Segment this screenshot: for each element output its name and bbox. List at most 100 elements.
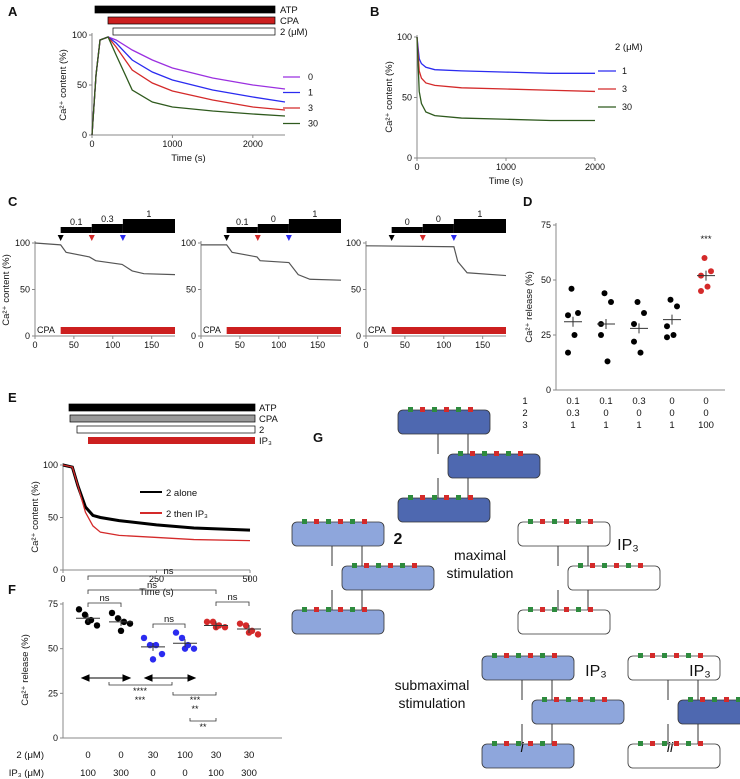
panel-d-point [664, 323, 670, 330]
panel-e-bar-3 [88, 437, 255, 444]
ip3-receptor-icon [698, 653, 703, 658]
panel-e-bar-label: CPA [259, 414, 278, 425]
panel-a-xtick-label: 0 [89, 139, 94, 149]
panel-f-bracket [172, 692, 217, 696]
ip3-receptor-icon [504, 741, 509, 746]
panel-d-point [601, 290, 608, 297]
double-arrow-icon [80, 674, 132, 682]
ip3-receptor-icon [352, 563, 357, 568]
ip3-receptor-icon [432, 495, 437, 500]
submaximal-ii-stalk [667, 680, 699, 744]
panel-f-bracket [87, 589, 217, 594]
panel-e-ylabel: Ca²⁺ content (%) [30, 481, 41, 553]
ip3-receptor-icon [326, 607, 331, 612]
panel-d-ytick-label: 0 [546, 385, 551, 395]
panel-a-legend-label: 30 [308, 119, 318, 129]
panel-f-bracket [87, 602, 122, 607]
panel-d-point [565, 312, 571, 319]
ip3-receptor-icon [388, 563, 393, 568]
panel-d-point [631, 338, 637, 345]
ip3-receptor-icon [326, 519, 331, 524]
ip3-receptor-icon [576, 607, 581, 612]
ip3-receptor-icon [602, 563, 607, 568]
panel-f-group-label: 100 [177, 750, 193, 761]
maximal-compound2-store-compartment [291, 609, 385, 635]
panel-a-bar-1 [107, 16, 276, 25]
panel-c3-trace [365, 245, 507, 277]
ip3-receptor-icon [576, 519, 581, 524]
ip3-receptor-icon [420, 407, 425, 412]
panel-f-group-label: 0 [150, 768, 155, 779]
panel-c3-ytick-label: 0 [356, 331, 361, 341]
panel-c3-step-label: 0 [436, 214, 441, 224]
panel-c2-xtick-label: 100 [271, 340, 286, 350]
panel-d-point [608, 299, 614, 305]
panel-d-point [664, 334, 670, 341]
ip3-receptor-icon [552, 741, 557, 746]
panel-e-trace-1 [62, 464, 251, 542]
panel-f-bracket [87, 575, 250, 580]
submaximal-i-stalk [521, 680, 553, 744]
panel-c3-ytick-label: 100 [346, 238, 361, 248]
arrowhead-icon [119, 235, 126, 241]
panel-f-group-label: 300 [113, 768, 129, 779]
panel-d-group-label: 0.1 [599, 396, 612, 407]
panel-d-group-label: 0.3 [632, 396, 645, 407]
ip3-receptor-icon [578, 697, 583, 702]
panel-f-ytick-label: 0 [53, 733, 58, 743]
panel-f-group-label: 100 [208, 768, 224, 779]
panel-c1-xtick-label: 150 [144, 340, 159, 350]
panel-c3-step-label: 1 [477, 209, 482, 219]
panel-d-group-label: 0 [669, 408, 674, 419]
panel-f-sig: *** [135, 695, 146, 705]
panel-d-point [670, 332, 677, 338]
arrowhead-icon [285, 235, 292, 241]
panel-f-point [114, 615, 122, 622]
submaximal-i-store-compartment [481, 743, 575, 769]
ip3-receptor-icon [364, 563, 369, 568]
panel-a-bar-label: CPA [280, 16, 299, 27]
arrowhead-icon [254, 235, 261, 241]
panel-d-point [604, 358, 611, 365]
panel-d-point [641, 310, 647, 316]
ip3-receptor-icon [350, 607, 355, 612]
double-arrow-icon [143, 674, 197, 682]
panel-f-point [178, 634, 186, 642]
panel-c2-xtick-label: 0 [198, 340, 203, 350]
maximal-ip3-stalk [437, 434, 469, 498]
panel-d-ytick-label: 75 [541, 220, 551, 230]
panel-c2-xtick-label: 150 [310, 340, 325, 350]
panel-b-xtick-label: 0 [414, 162, 419, 172]
panel-d-group-label: 100 [698, 420, 714, 431]
maximal-compound2-stalk [331, 546, 363, 610]
panel-f-sig: **** [133, 686, 148, 696]
ip3-receptor-icon [516, 653, 521, 658]
ip3-receptor-icon [456, 407, 461, 412]
panel-f-group-label: 100 [80, 768, 96, 779]
ip3-receptor-icon [302, 519, 307, 524]
panel-c1-xtick-label: 50 [69, 340, 79, 350]
panel-d-point [667, 296, 674, 303]
panel-f-sig: *** [190, 695, 201, 705]
panel-c2-step-bar [257, 224, 289, 233]
panel-f-ns: ns [99, 593, 109, 604]
panel-c3-ytick-label: 50 [351, 285, 361, 295]
panel-f-point [75, 606, 83, 613]
panel-d-point [571, 332, 578, 338]
panel-a-xtick-label: 2000 [243, 139, 263, 149]
panel-d-group-label: 0.3 [566, 408, 579, 419]
panel-e-bar-label: 2 [259, 425, 264, 436]
panel-c1-cpa-bar [60, 327, 175, 334]
panel-d-point [565, 349, 571, 356]
panel-a-bar-label: ATP [280, 5, 298, 16]
ip3-receptor-icon [700, 697, 705, 702]
ip3-receptor-icon [456, 495, 461, 500]
ip3-receptor-icon [540, 653, 545, 658]
panel-d-group-label: 1 [603, 420, 608, 431]
ip3-receptor-icon [482, 451, 487, 456]
ip3-receptor-icon [540, 607, 545, 612]
ip3-receptor-icon [528, 741, 533, 746]
panel-c2-step-bar [226, 227, 258, 233]
ip3-receptor-icon [552, 653, 557, 658]
